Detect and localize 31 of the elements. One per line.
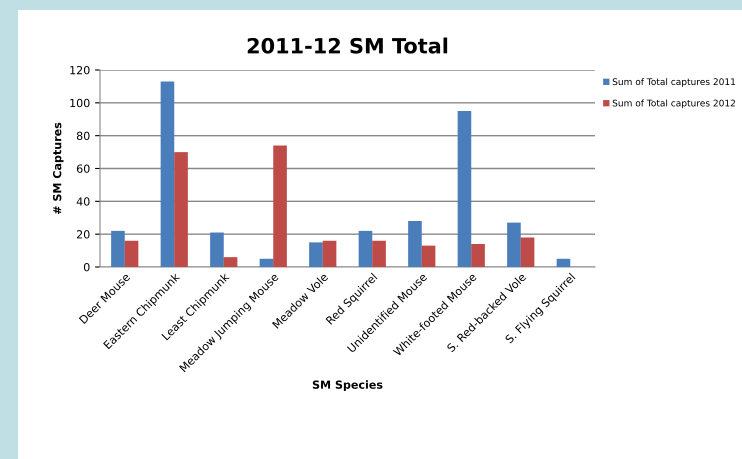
bar	[124, 240, 138, 267]
y-tick-label: 20	[76, 230, 90, 239]
bar	[408, 221, 422, 267]
y-axis-title: # SM Captures	[52, 122, 64, 214]
bar	[458, 111, 472, 267]
legend-label: Sum of Total captures 2011	[612, 78, 736, 87]
bar	[372, 240, 386, 267]
bar	[358, 230, 372, 267]
bar	[309, 242, 323, 267]
bar	[224, 257, 238, 267]
bar	[471, 244, 485, 267]
y-tick-label: 40	[76, 197, 90, 206]
bar	[422, 246, 436, 267]
y-tick-label: 0	[84, 262, 90, 272]
bar	[273, 146, 287, 267]
legend-label: Sum of Total captures 2012	[612, 100, 735, 108]
bar	[260, 258, 274, 267]
bar	[111, 230, 125, 267]
y-tick-label: 80	[76, 132, 90, 140]
bar	[174, 152, 188, 267]
y-tick-label: 120	[70, 66, 90, 74]
x-axis-title: SM Species	[312, 380, 382, 391]
y-tick-label: 60	[76, 164, 90, 173]
chart-title: 2011-12 SM Total	[248, 38, 448, 54]
bar	[160, 81, 174, 267]
bar	[507, 222, 521, 267]
bar	[556, 258, 570, 267]
bar	[210, 232, 224, 267]
bar	[520, 237, 534, 267]
y-tick-label: 100	[70, 98, 90, 108]
bar	[322, 240, 336, 267]
